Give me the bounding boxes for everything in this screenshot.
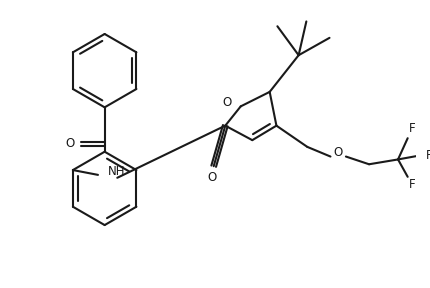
Text: O: O <box>65 137 74 151</box>
Text: O: O <box>207 171 216 184</box>
Text: NH: NH <box>108 166 125 179</box>
Text: O: O <box>223 96 232 109</box>
Text: F: F <box>409 178 416 191</box>
Text: F: F <box>426 149 430 162</box>
Text: F: F <box>409 122 416 135</box>
Text: O: O <box>334 146 343 159</box>
